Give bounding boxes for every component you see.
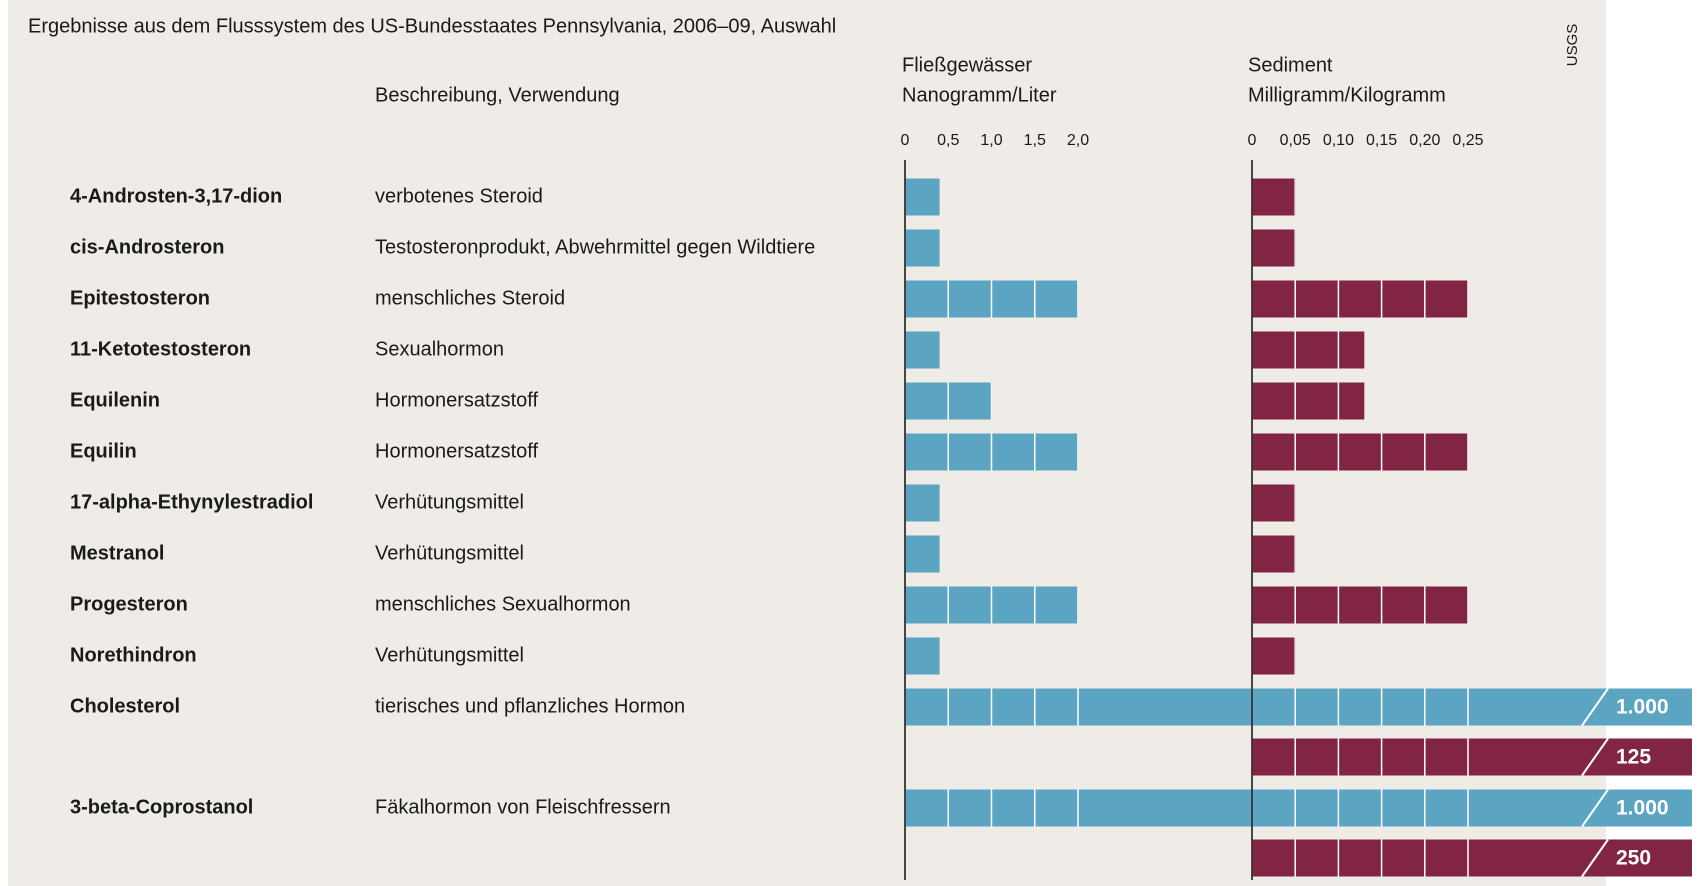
substance-name: Epitestosteron	[70, 287, 210, 309]
substance-description: menschliches Steroid	[375, 287, 565, 309]
substance-name: Progesteron	[70, 593, 188, 615]
bar	[905, 229, 940, 267]
bar	[1252, 229, 1296, 267]
substance-name: Mestranol	[70, 542, 164, 564]
x-tick-label: 0,5	[937, 132, 959, 149]
substance-name: Equilin	[70, 440, 137, 462]
substance-name: 4-Androsten-3,17-dion	[70, 185, 282, 207]
x-tick-label: 0	[901, 132, 910, 149]
substance-description: Verhütungsmittel	[375, 491, 524, 513]
substance-description: Sexualhormon	[375, 338, 504, 360]
substance-name: Equilenin	[70, 389, 160, 411]
substance-name: cis-Androsteron	[70, 236, 224, 258]
bar	[1252, 433, 1468, 471]
substance-description: tierisches und pflanzliches Hormon	[375, 695, 685, 717]
chart-subtitle: Nanogramm/Liter	[902, 84, 1057, 106]
x-tick-label: 0,20	[1409, 132, 1440, 149]
bar	[1252, 484, 1296, 522]
bar	[1252, 535, 1296, 573]
description-header: Beschreibung, Verwendung	[375, 84, 620, 106]
bar-break	[1581, 788, 1609, 828]
bar	[905, 535, 940, 573]
bar-break	[1581, 687, 1609, 727]
substance-description: verbotenes Steroid	[375, 185, 543, 207]
substance-description: Hormonersatzstoff	[375, 440, 538, 462]
x-tick-label: 0,15	[1366, 132, 1397, 149]
substance-name: 3-beta-Coprostanol	[70, 796, 253, 818]
bar	[1252, 178, 1296, 216]
substance-name: 11-Ketotestosteron	[70, 338, 251, 360]
value-label: 125	[1616, 746, 1651, 769]
x-tick-label: 0,10	[1323, 132, 1354, 149]
source: USGS	[1564, 24, 1581, 67]
bar	[1252, 382, 1365, 420]
substance-name: Cholesterol	[70, 695, 180, 717]
bar	[905, 637, 940, 675]
bar	[905, 789, 1692, 827]
bar	[905, 178, 940, 216]
bar	[1252, 586, 1468, 624]
substance-description: Hormonersatzstoff	[375, 389, 538, 411]
chart-subtitle: Milligramm/Kilogramm	[1248, 84, 1446, 106]
value-label: 250	[1616, 847, 1651, 870]
chart-title: Fließgewässer	[902, 54, 1032, 76]
bar	[905, 331, 940, 369]
substance-description: Fäkalhormon von Fleischfressern	[375, 796, 671, 818]
x-tick-label: 1,5	[1024, 132, 1046, 149]
title: Ergebnisse aus dem Flusssystem des US-Bu…	[28, 15, 836, 37]
bar	[905, 484, 940, 522]
value-label: 1.000	[1616, 797, 1669, 820]
substance-description: Testosteronprodukt, Abwehrmittel gegen W…	[375, 236, 815, 258]
x-tick-label: 0,25	[1452, 132, 1483, 149]
chart-title: Sediment	[1248, 54, 1333, 76]
x-tick-label: 1,0	[980, 132, 1002, 149]
substance-name: Norethindron	[70, 644, 197, 666]
substance-description: Verhütungsmittel	[375, 542, 524, 564]
bar	[1252, 738, 1692, 776]
bar	[1252, 637, 1296, 675]
bar	[1252, 280, 1468, 318]
bar-break	[1581, 737, 1609, 777]
x-tick-label: 2,0	[1067, 132, 1089, 149]
bar	[905, 688, 1692, 726]
bar	[1252, 331, 1365, 369]
value-label: 1.000	[1616, 696, 1669, 719]
substance-name: 17-alpha-Ethynylestradiol	[70, 491, 313, 513]
substance-description: Verhütungsmittel	[375, 644, 524, 666]
bar-break	[1581, 838, 1609, 878]
bar	[1252, 839, 1692, 877]
substance-description: menschliches Sexualhormon	[375, 593, 631, 615]
x-tick-label: 0,05	[1280, 132, 1311, 149]
x-tick-label: 0	[1248, 132, 1257, 149]
